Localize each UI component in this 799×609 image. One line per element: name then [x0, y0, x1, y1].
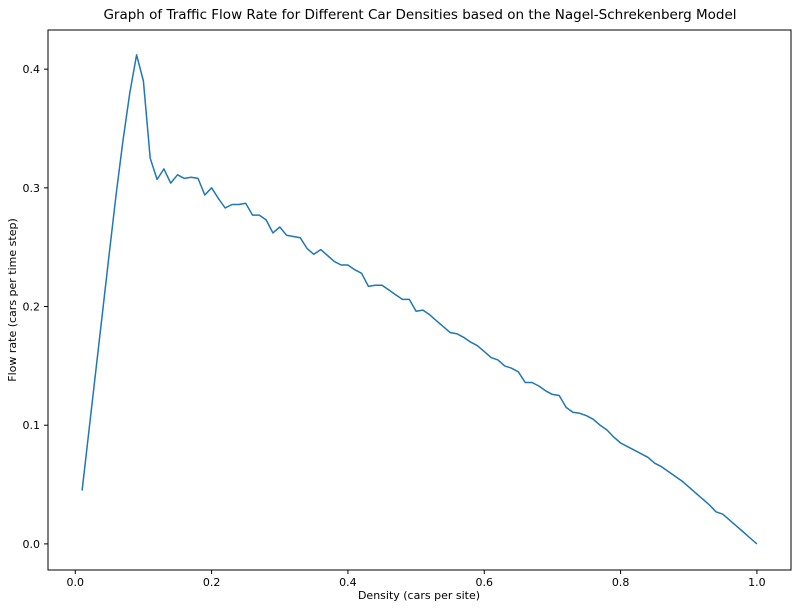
x-tick-label: 0.0	[67, 576, 85, 589]
y-axis: 0.0 0.1 0.2 0.3 0.4	[23, 63, 48, 551]
x-axis: 0.0 0.2 0.4 0.6 0.8 1.0	[67, 570, 766, 589]
x-tick-label: 0.4	[339, 576, 357, 589]
y-tick-label: 0.3	[23, 182, 41, 195]
y-axis-label: Flow rate (cars per time step)	[6, 218, 19, 381]
y-tick-label: 0.0	[23, 538, 41, 551]
series-group	[81, 54, 758, 545]
chart-title: Graph of Traffic Flow Rate for Different…	[103, 7, 736, 23]
y-tick-label: 0.2	[23, 301, 41, 314]
series-line-0	[81, 54, 758, 545]
y-tick-label: 0.1	[23, 419, 41, 432]
x-tick-label: 1.0	[748, 576, 766, 589]
x-tick-label: 0.6	[476, 576, 494, 589]
x-tick-label: 0.8	[612, 576, 630, 589]
x-tick-label: 0.2	[203, 576, 221, 589]
x-axis-label: Density (cars per site)	[358, 589, 480, 602]
axes-frame	[47, 29, 792, 571]
y-tick-label: 0.4	[23, 63, 41, 76]
plot-area	[47, 29, 792, 571]
